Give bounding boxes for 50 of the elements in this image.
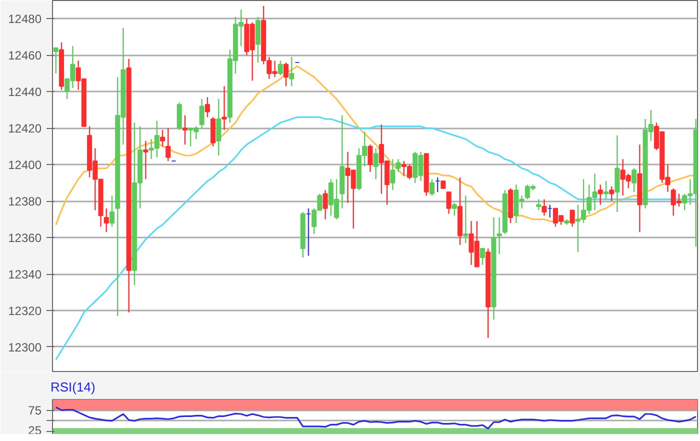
y-tick-label: 75: [28, 404, 42, 418]
candlestick: [53, 47, 58, 74]
candlestick: [166, 128, 171, 162]
y-tick-label: 12440: [8, 85, 42, 100]
candlestick: [536, 198, 542, 211]
candlestick: [204, 96, 210, 118]
y-tick-label: 12420: [8, 122, 42, 136]
line-series: [55, 116, 697, 361]
y-tick-label: 12340: [8, 268, 42, 282]
candlestick: [446, 191, 452, 214]
candlestick: [176, 102, 182, 131]
candlestick: [452, 202, 457, 216]
candlestick: [109, 195, 115, 228]
candlestick: [210, 116, 216, 147]
candlestick: [284, 62, 289, 87]
candlestick: [598, 184, 603, 206]
y-tick-label: 12380: [8, 194, 42, 209]
candlestick: [480, 248, 486, 266]
candlestick: [496, 216, 502, 255]
y-tick-label: 12480: [8, 12, 42, 26]
candlestick: [614, 134, 620, 213]
chart-title: RSI(14): [50, 380, 96, 394]
candlestick: [603, 180, 609, 200]
candlestick: [104, 208, 109, 233]
candlestick: [463, 195, 468, 244]
candlestick: [199, 98, 204, 129]
y-tick-label: 12400: [8, 158, 42, 172]
candlestick: [396, 158, 401, 173]
candlestick: [429, 178, 434, 196]
candlestick: [570, 210, 575, 228]
candlestick: [216, 98, 222, 156]
candlestick: [322, 190, 328, 220]
y-tick-label: 12460: [8, 48, 42, 63]
y-tick-label: 12300: [8, 340, 42, 354]
candlestick: [368, 144, 373, 173]
candlestick: [160, 129, 166, 147]
candlestick: [609, 186, 614, 202]
candlestick: [390, 158, 396, 191]
candlestick: [143, 140, 148, 180]
y-tick-label: 12320: [8, 304, 42, 318]
y-tick-label: 12360: [8, 231, 42, 246]
candlestick: [542, 198, 547, 216]
candlestick: [289, 56, 294, 87]
candlestick: [373, 148, 378, 180]
candlestick: [632, 168, 637, 193]
candlestick: [182, 114, 188, 146]
line-series: [55, 406, 697, 430]
candlestick: [278, 60, 283, 76]
candlestick: [222, 86, 227, 131]
candlestick: [255, 16, 260, 64]
